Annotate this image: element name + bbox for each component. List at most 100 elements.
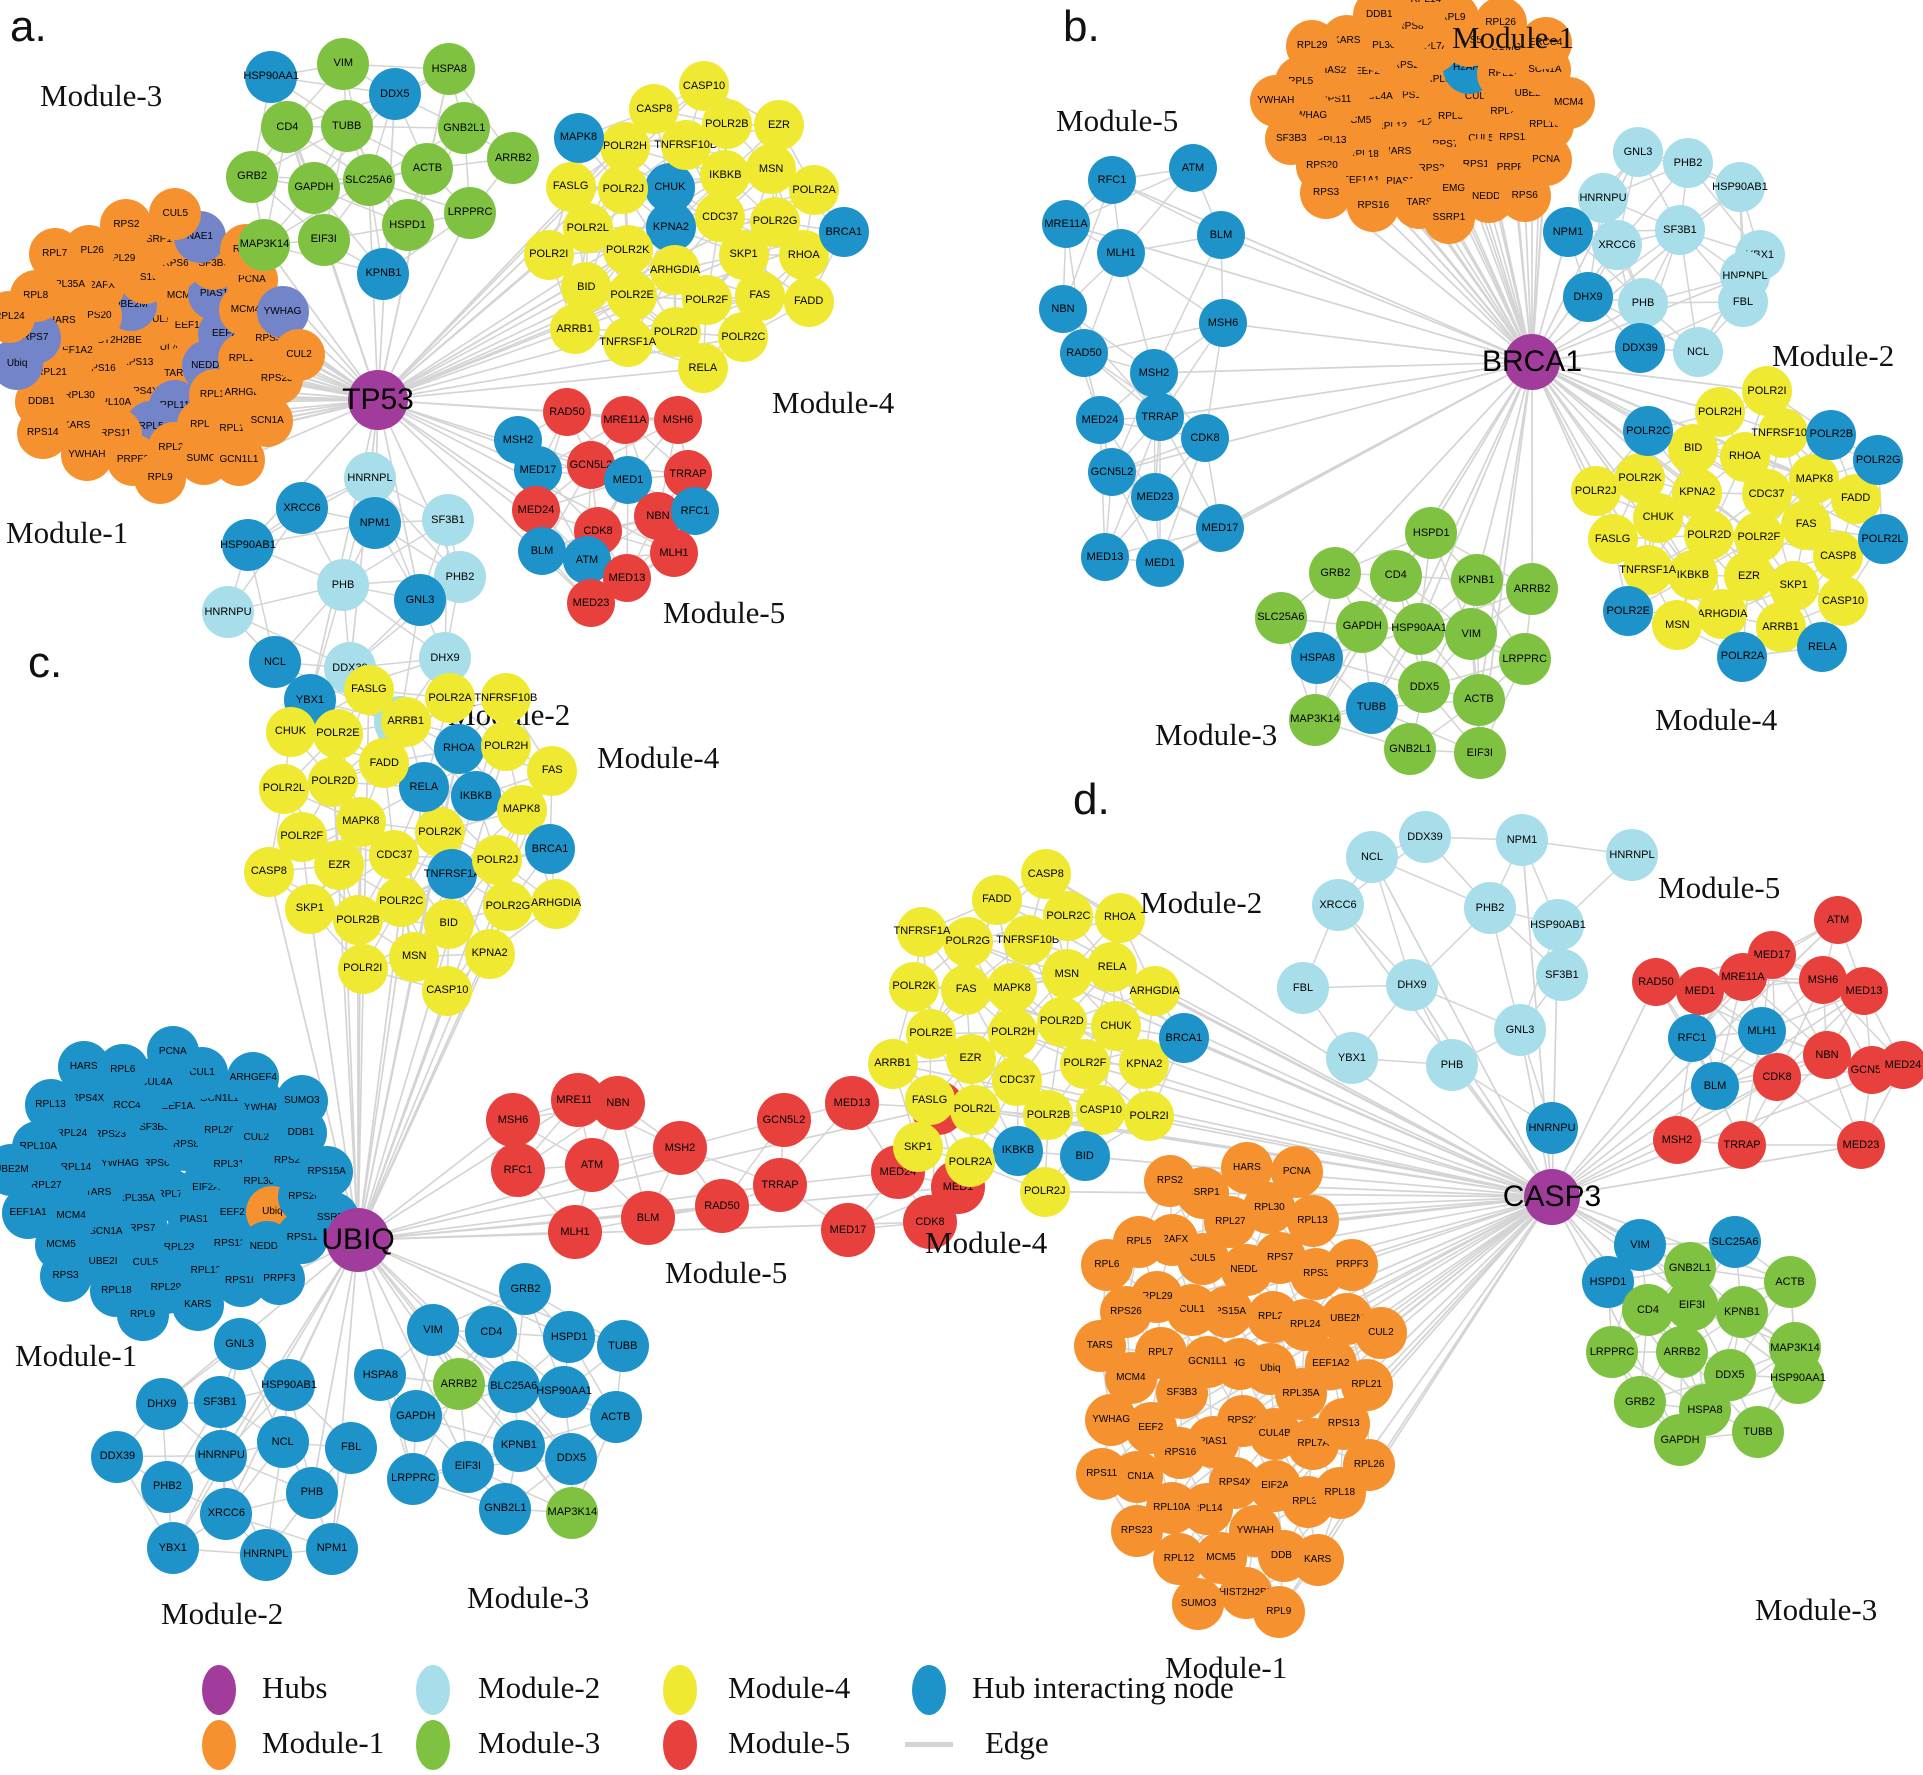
node-c-hars[interactable]: HARS <box>57 1040 110 1093</box>
hub-label-ubiq[interactable]: UBIQ <box>321 1223 395 1256</box>
node-c-arhgdia[interactable]: ARHGDIA <box>531 878 581 929</box>
node-c-arhgef4[interactable]: ARHGEF4 <box>227 1052 280 1105</box>
node-d-tnfrsf1a[interactable]: TNFRSF1A <box>893 906 950 957</box>
node-c-polr2e[interactable]: POLR2E <box>312 708 363 759</box>
node-b-hnrnpu[interactable]: HNRNPU <box>1578 173 1628 223</box>
node-d-cdk8[interactable]: CDK8 <box>1753 1053 1801 1101</box>
node-b-lrpprc[interactable]: LRPPRC <box>1498 633 1551 686</box>
node-c-rpl9[interactable]: RPL9 <box>116 1288 169 1341</box>
node-b-fbl[interactable]: FBL <box>1718 277 1768 327</box>
node-c-hnrnpu[interactable]: HNRNPU <box>195 1429 248 1482</box>
node-d-gapdh[interactable]: GAPDH <box>1654 1414 1706 1466</box>
node-b-ddx39[interactable]: DDX39 <box>1615 323 1665 373</box>
node-d-polr2h[interactable]: POLR2H <box>988 1007 1039 1058</box>
node-c-polr2l[interactable]: POLR2L <box>258 763 309 814</box>
node-d-rps11[interactable]: RPS11 <box>1075 1447 1128 1500</box>
node-a-bid[interactable]: BID <box>561 262 612 313</box>
node-d-rpl6[interactable]: RPL6 <box>1080 1238 1133 1291</box>
node-b-polr2b[interactable]: POLR2B <box>1806 409 1857 460</box>
node-d-hnrnpl[interactable]: HNRNPL <box>1606 829 1658 881</box>
node-a-gcn1l1[interactable]: GCN1L1 <box>212 434 265 487</box>
node-d-lrpprc[interactable]: LRPPRC <box>1586 1326 1638 1378</box>
node-b-map3k14[interactable]: MAP3K14 <box>1289 693 1341 746</box>
node-c-hsp90ab1[interactable]: HSP90AB1 <box>261 1359 317 1412</box>
node-b-hsp90ab1[interactable]: HSP90AB1 <box>1712 162 1768 212</box>
node-a-npm1[interactable]: NPM1 <box>349 497 401 549</box>
node-d-arrb2[interactable]: ARRB2 <box>1656 1326 1708 1378</box>
node-c-grb2[interactable]: GRB2 <box>499 1263 552 1316</box>
node-b-hspd1[interactable]: HSPD1 <box>1405 507 1458 560</box>
node-d-polr2i[interactable]: POLR2I <box>1124 1091 1175 1142</box>
node-c-gnl3[interactable]: GNL3 <box>213 1318 266 1371</box>
node-c-fas[interactable]: FAS <box>527 745 578 796</box>
node-d-kpna2[interactable]: KPNA2 <box>1119 1039 1170 1090</box>
node-b-rpl26[interactable]: RPL26 <box>1474 0 1527 49</box>
node-a-ywhah[interactable]: YWHAH <box>60 429 113 482</box>
node-c-brca1[interactable]: BRCA1 <box>525 824 576 875</box>
node-d-fbl[interactable]: FBL <box>1277 962 1329 1014</box>
node-a-blm[interactable]: BLM <box>518 527 566 575</box>
node-b-grb2[interactable]: GRB2 <box>1309 547 1362 600</box>
node-d-slc25a6[interactable]: SLC25A6 <box>1709 1216 1761 1268</box>
node-b-mre11a[interactable]: MRE11A <box>1042 200 1090 248</box>
node-b-arrb1[interactable]: ARRB1 <box>1755 602 1806 653</box>
node-a-xrcc6[interactable]: XRCC6 <box>276 482 328 534</box>
node-d-rpl26[interactable]: RPL26 <box>1343 1438 1396 1491</box>
node-a-rpl7[interactable]: RPL7 <box>28 228 81 281</box>
node-b-mcm4[interactable]: MCM4 <box>1542 76 1595 129</box>
node-a-rfc1[interactable]: RFC1 <box>671 487 719 535</box>
node-b-casp10[interactable]: CASP10 <box>1818 576 1869 627</box>
node-b-sf3b1[interactable]: SF3B1 <box>1655 205 1705 255</box>
node-d-ikbkb[interactable]: IKBKB <box>993 1125 1043 1176</box>
node-c-rhoa[interactable]: RHOA <box>433 723 484 774</box>
node-b-polr2l[interactable]: POLR2L <box>1857 514 1908 565</box>
node-d-rela[interactable]: RELA <box>1087 942 1138 993</box>
node-a-eif3i[interactable]: EIF3I <box>297 213 350 266</box>
node-b-npm1[interactable]: NPM1 <box>1543 207 1593 257</box>
node-a-lrpprc[interactable]: LRPPRC <box>444 186 497 239</box>
node-b-polr2g[interactable]: POLR2G <box>1853 435 1904 486</box>
node-d-faslg[interactable]: FASLG <box>904 1075 955 1126</box>
node-b-tnfrsf10b[interactable]: TNFRSF10B <box>1751 408 1814 459</box>
node-a-hsp90aa1[interactable]: HSP90AA1 <box>243 50 299 103</box>
node-b-gnl3[interactable]: GNL3 <box>1613 127 1663 177</box>
node-c-mapk8[interactable]: MAPK8 <box>335 796 386 847</box>
node-c-mlh1[interactable]: MLH1 <box>548 1205 602 1259</box>
node-b-ssrp1[interactable]: SSRP1 <box>1422 191 1475 244</box>
node-d-polr2j[interactable]: POLR2J <box>1019 1166 1070 1217</box>
node-c-casp8[interactable]: CASP8 <box>243 846 294 897</box>
node-b-med1[interactable]: MED1 <box>1136 539 1184 587</box>
node-c-prpf3[interactable]: PRPF3 <box>253 1253 306 1306</box>
node-d-ywhag[interactable]: YWHAG <box>1085 1394 1138 1447</box>
node-c-tnfrsf10b[interactable]: TNFRSF10B <box>474 673 537 724</box>
node-b-med17[interactable]: MED17 <box>1196 504 1244 552</box>
node-d-rpl21[interactable]: RPL21 <box>1340 1359 1393 1412</box>
node-c-polr2k[interactable]: POLR2K <box>415 807 465 857</box>
node-d-med13[interactable]: MED13 <box>1840 967 1888 1015</box>
node-b-rps16[interactable]: RPS16 <box>1347 179 1400 232</box>
node-d-cdc37[interactable]: CDC37 <box>992 1055 1043 1106</box>
node-c-polr2c[interactable]: POLR2C <box>376 876 427 927</box>
node-c-ncl[interactable]: NCL <box>256 1416 309 1469</box>
node-d-pcna[interactable]: PCNA <box>1270 1145 1323 1198</box>
hub-label-casp3[interactable]: CASP3 <box>1502 1180 1602 1213</box>
node-a-rpl9[interactable]: RPL9 <box>134 452 187 505</box>
node-a-arrb2[interactable]: ARRB2 <box>487 132 540 185</box>
hub-circle-ubiq[interactable] <box>326 1208 390 1272</box>
node-d-grb2[interactable]: GRB2 <box>1614 1376 1666 1428</box>
node-d-polr2a[interactable]: POLR2A <box>945 1137 996 1188</box>
node-b-med13[interactable]: MED13 <box>1081 533 1129 581</box>
node-a-kpnb1[interactable]: KPNB1 <box>357 247 410 300</box>
node-a-tnfrsf1a[interactable]: TNFRSF1A <box>599 317 656 368</box>
node-b-polr2c[interactable]: POLR2C <box>1623 406 1674 457</box>
node-a-map3k14[interactable]: MAP3K14 <box>238 218 291 271</box>
node-b-ddx5[interactable]: DDX5 <box>1398 661 1451 714</box>
node-c-blc25a6[interactable]: BLC25A6 <box>487 1360 540 1413</box>
node-b-gnb2l1[interactable]: GNB2L1 <box>1384 723 1437 776</box>
node-d-cul2[interactable]: CUL2 <box>1354 1307 1407 1360</box>
node-c-npm1[interactable]: NPM1 <box>306 1522 358 1575</box>
node-b-rps6[interactable]: RPS6 <box>1498 169 1551 222</box>
node-a-brca1[interactable]: BRCA1 <box>818 207 869 258</box>
node-c-blm[interactable]: BLM <box>621 1191 675 1245</box>
node-c-fadd[interactable]: FADD <box>359 738 410 789</box>
